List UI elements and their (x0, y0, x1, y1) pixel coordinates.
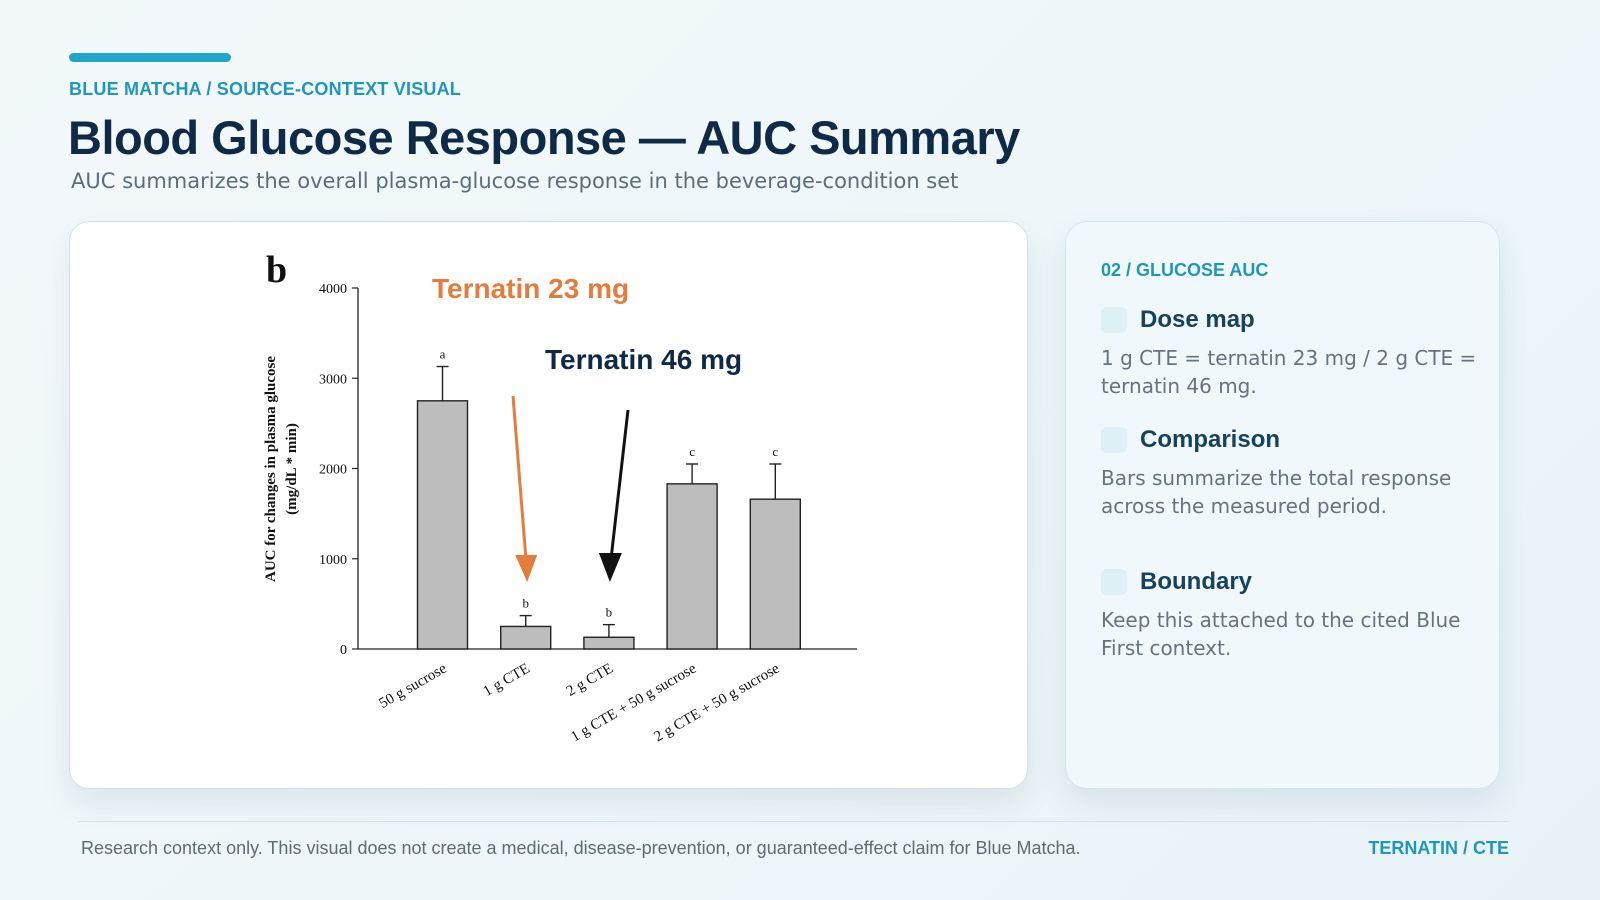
side-panel: 02 / GLUCOSE AUC Dose map 1 g CTE = tern… (1065, 221, 1500, 789)
dose-map-title: Dose map (1140, 306, 1255, 333)
significance-letter: c (689, 444, 695, 459)
side-kicker: 02 / GLUCOSE AUC (1101, 260, 1269, 280)
y-tick-label: 1000 (319, 553, 347, 568)
auc-bar-chart: 0 1000 2000 3000 4000 AUC for changes in plas… (263, 249, 857, 745)
black-arrow-shaft (609, 409, 630, 561)
black-arrow-head-icon (598, 553, 622, 582)
x-tick-label: 1 g CTE (481, 661, 533, 700)
comparison-item: Comparison Bars summarize the total resp… (1101, 426, 1481, 520)
dose-map-item: Dose map 1 g CTE = ternatin 23 mg / 2 g … (1101, 306, 1481, 400)
orange-arrow-head-icon (515, 555, 538, 582)
ternatin-46-annotation: Ternatin 46 mg (545, 344, 742, 375)
footer-divider (78, 821, 1508, 822)
bar (749, 498, 801, 650)
comparison-title: Comparison (1140, 426, 1281, 453)
y-tick-label: 4000 (319, 282, 347, 297)
footer-tag: TERNATIN / CTE (1368, 838, 1509, 858)
eyebrow: BLUE MATCHA / SOURCE-CONTEXT VISUAL (69, 79, 461, 99)
bar (583, 636, 635, 650)
footer-note: Research context only. This visual does … (81, 838, 1081, 858)
chart-card: 0 1000 2000 3000 4000 AUC for changes in plas… (69, 221, 1028, 789)
bar (500, 625, 552, 650)
significance-letter: b (522, 596, 529, 611)
boundary-text: Keep this attached to the cited Blue Fir… (1101, 608, 1461, 660)
panel-label: b (266, 249, 287, 291)
y-tick-label: 0 (340, 643, 347, 658)
y-tick-label: 2000 (319, 463, 347, 478)
ternatin-23-annotation: Ternatin 23 mg (432, 273, 629, 304)
dose-map-text: 1 g CTE = ternatin 23 mg / 2 g CTE = ter… (1101, 346, 1477, 398)
significance-letter: a (440, 347, 446, 362)
orange-arrow-shaft (511, 395, 528, 563)
comparison-text: Bars summarize the total response across… (1101, 466, 1452, 518)
x-tick-label: 2 g CTE (564, 661, 616, 700)
comparison-bullet-icon (1101, 427, 1127, 453)
page-title: Blood Glucose Response — AUC Summary (68, 111, 1020, 164)
significance-letter: b (606, 605, 613, 620)
boundary-item: Boundary Keep this attached to the cited… (1101, 568, 1481, 662)
y-axis-unit-label: (mg/dL * min) (284, 423, 300, 515)
boundary-title: Boundary (1140, 568, 1253, 595)
dose-map-bullet-icon (1101, 307, 1127, 333)
accent-bar (69, 53, 231, 62)
significance-letter: c (772, 444, 778, 459)
x-tick-label: 50 g sucrose (377, 660, 450, 712)
bar (666, 483, 718, 650)
page-subtitle: AUC summarizes the overall plasma-glucos… (71, 169, 959, 193)
boundary-bullet-icon (1101, 569, 1127, 595)
bar (416, 400, 469, 650)
y-tick-label: 3000 (319, 372, 347, 387)
y-axis-label: AUC for changes in plasma glucose (263, 356, 279, 582)
